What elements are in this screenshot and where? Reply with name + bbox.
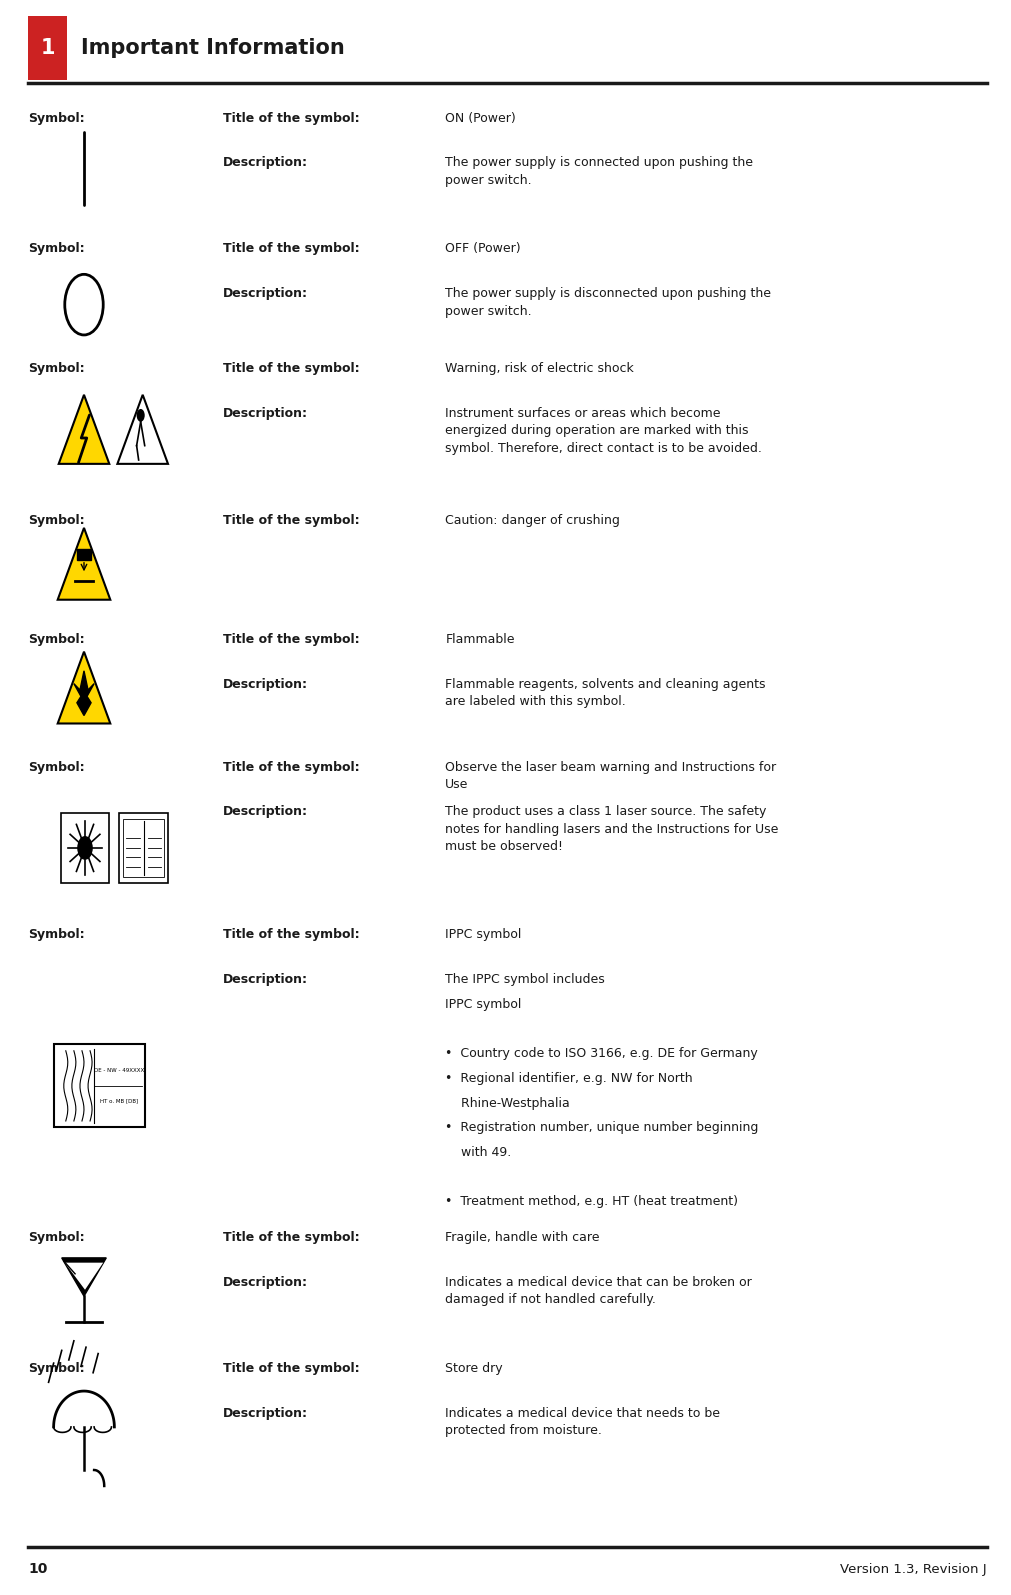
Text: Title of the symbol:: Title of the symbol:	[222, 1231, 359, 1244]
Text: The power supply is disconnected upon pushing the
power switch.: The power supply is disconnected upon pu…	[445, 287, 770, 317]
Text: Caution: danger of crushing: Caution: danger of crushing	[445, 514, 620, 526]
Text: Symbol:: Symbol:	[28, 761, 85, 774]
Text: IPPC symbol: IPPC symbol	[445, 928, 521, 941]
Text: The IPPC symbol includes: The IPPC symbol includes	[445, 973, 605, 986]
Text: ON (Power): ON (Power)	[445, 112, 516, 124]
Text: The product uses a class 1 laser source. The safety
notes for handling lasers an: The product uses a class 1 laser source.…	[445, 805, 777, 853]
Text: Description:: Description:	[222, 1276, 307, 1289]
Text: Flammable: Flammable	[445, 633, 515, 646]
Text: Symbol:: Symbol:	[28, 242, 85, 255]
Text: with 49.: with 49.	[445, 1145, 511, 1160]
Text: Indicates a medical device that needs to be
protected from moisture.: Indicates a medical device that needs to…	[445, 1407, 720, 1437]
Text: Observe the laser beam warning and Instructions for
Use: Observe the laser beam warning and Instr…	[445, 761, 775, 791]
FancyBboxPatch shape	[28, 16, 67, 80]
FancyBboxPatch shape	[77, 549, 91, 560]
Text: Description:: Description:	[222, 407, 307, 419]
Text: 10: 10	[28, 1563, 48, 1576]
Text: Instrument surfaces or areas which become
energized during operation are marked : Instrument surfaces or areas which becom…	[445, 407, 761, 455]
Text: Description:: Description:	[222, 805, 307, 818]
Text: Flammable reagents, solvents and cleaning agents
are labeled with this symbol.: Flammable reagents, solvents and cleanin…	[445, 678, 765, 708]
Text: Warning, risk of electric shock: Warning, risk of electric shock	[445, 362, 634, 375]
Text: Symbol:: Symbol:	[28, 633, 85, 646]
Text: 1: 1	[40, 38, 55, 57]
Text: Important Information: Important Information	[81, 38, 345, 57]
Text: OFF (Power): OFF (Power)	[445, 242, 521, 255]
Text: Symbol:: Symbol:	[28, 1231, 85, 1244]
FancyBboxPatch shape	[119, 813, 168, 884]
Text: Title of the symbol:: Title of the symbol:	[222, 633, 359, 646]
Text: •  Country code to ISO 3166, e.g. DE for Germany: • Country code to ISO 3166, e.g. DE for …	[445, 1046, 757, 1061]
FancyBboxPatch shape	[61, 813, 109, 884]
Polygon shape	[65, 1263, 103, 1290]
Text: Symbol:: Symbol:	[28, 1362, 85, 1375]
Text: Store dry: Store dry	[445, 1362, 502, 1375]
Text: Symbol:: Symbol:	[28, 514, 85, 526]
Text: Description:: Description:	[222, 973, 307, 986]
Polygon shape	[74, 671, 94, 716]
Text: •  Treatment method, e.g. HT (heat treatment): • Treatment method, e.g. HT (heat treatm…	[445, 1195, 738, 1209]
Text: HT o. MB [DB]: HT o. MB [DB]	[100, 1099, 139, 1104]
Text: Symbol:: Symbol:	[28, 362, 85, 375]
Text: •  Regional identifier, e.g. NW for North: • Regional identifier, e.g. NW for North	[445, 1072, 693, 1085]
Polygon shape	[58, 528, 110, 600]
Text: Title of the symbol:: Title of the symbol:	[222, 1362, 359, 1375]
Polygon shape	[58, 652, 110, 724]
Text: Title of the symbol:: Title of the symbol:	[222, 928, 359, 941]
Text: The power supply is connected upon pushing the
power switch.: The power supply is connected upon pushi…	[445, 156, 752, 187]
Polygon shape	[62, 1258, 106, 1297]
FancyBboxPatch shape	[54, 1045, 145, 1128]
Text: Title of the symbol:: Title of the symbol:	[222, 242, 359, 255]
Text: Title of the symbol:: Title of the symbol:	[222, 514, 359, 526]
Text: Description:: Description:	[222, 1407, 307, 1420]
Text: Symbol:: Symbol:	[28, 112, 85, 124]
Text: Title of the symbol:: Title of the symbol:	[222, 362, 359, 375]
Circle shape	[136, 408, 145, 421]
Text: Indicates a medical device that can be broken or
damaged if not handled carefull: Indicates a medical device that can be b…	[445, 1276, 751, 1306]
Text: Title of the symbol:: Title of the symbol:	[222, 761, 359, 774]
Text: •  Registration number, unique number beginning: • Registration number, unique number beg…	[445, 1121, 758, 1134]
Text: Symbol:: Symbol:	[28, 928, 85, 941]
Circle shape	[78, 837, 92, 860]
Polygon shape	[117, 396, 168, 464]
Text: Fragile, handle with care: Fragile, handle with care	[445, 1231, 600, 1244]
Text: Rhine-Westphalia: Rhine-Westphalia	[445, 1096, 569, 1110]
Text: Version 1.3, Revision J: Version 1.3, Revision J	[839, 1563, 986, 1576]
Text: DE - NW - 49XXXX: DE - NW - 49XXXX	[94, 1069, 145, 1073]
Text: Description:: Description:	[222, 678, 307, 691]
Text: Description:: Description:	[222, 287, 307, 300]
Text: Description:: Description:	[222, 156, 307, 169]
Text: IPPC symbol: IPPC symbol	[445, 997, 521, 1011]
Polygon shape	[59, 396, 109, 464]
Text: Title of the symbol:: Title of the symbol:	[222, 112, 359, 124]
